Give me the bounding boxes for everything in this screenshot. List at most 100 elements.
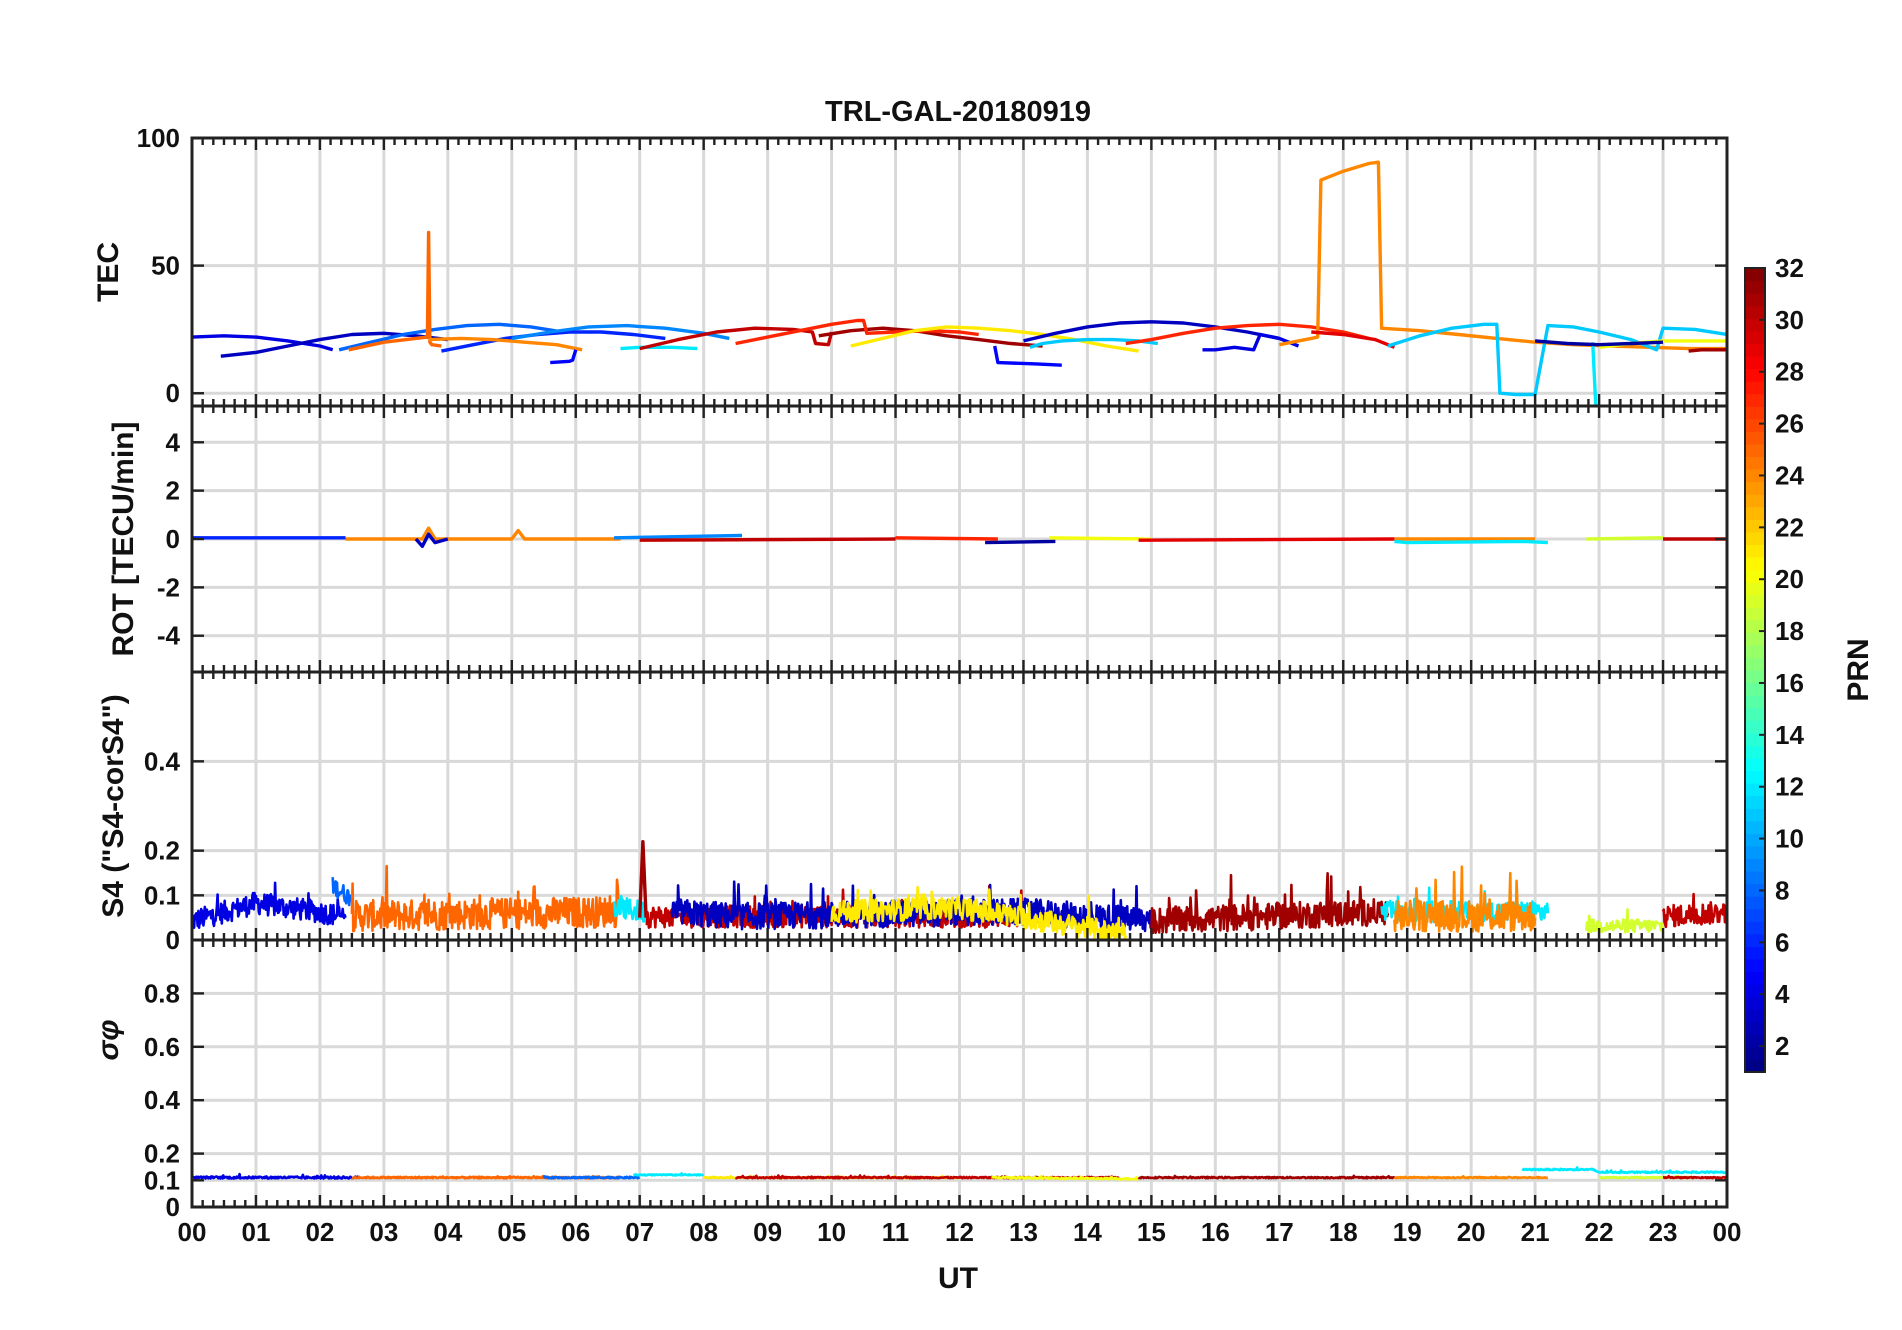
figure-title: TRL-GAL-20180919 (825, 96, 1091, 128)
y-tick-label: 0.2 (144, 1139, 180, 1169)
colorbar-tick-label: 2 (1775, 1031, 1789, 1061)
x-tick-label: 08 (689, 1217, 718, 1247)
colorbar-swatch (1745, 670, 1765, 684)
x-tick-label: 12 (945, 1217, 974, 1247)
y-tick-label: 0.6 (144, 1032, 180, 1062)
series-line-prn-31 (638, 840, 648, 918)
colorbar-swatch (1745, 933, 1765, 947)
colorbar-swatch (1745, 330, 1765, 344)
colorbar-swatch (1745, 833, 1765, 847)
y-tick-label: -4 (157, 621, 181, 651)
series-line-prn-20 (1048, 536, 1152, 541)
series-line-prn-24 (1393, 865, 1537, 933)
x-tick-label: 14 (1073, 1217, 1102, 1247)
x-tick-label: 21 (1521, 1217, 1550, 1247)
series-line-prn-3 (220, 331, 449, 358)
colorbar-swatch (1745, 582, 1765, 596)
y-tick-label: 4 (166, 427, 181, 457)
colorbar-swatch (1745, 443, 1765, 458)
colorbar-swatch (1745, 883, 1765, 897)
colorbar-swatch (1745, 695, 1765, 709)
y-tick-label: -2 (157, 572, 180, 602)
colorbar-swatch (1745, 1034, 1765, 1048)
y-tick-label: 2 (166, 476, 180, 506)
colorbar-swatch (1745, 1021, 1765, 1035)
x-tick-label: 05 (497, 1217, 526, 1247)
colorbar-swatch (1745, 1059, 1765, 1073)
y-tick-label: 0.4 (144, 1085, 181, 1115)
series-line-prn-4 (1202, 332, 1300, 352)
colorbar-label: PRN (1842, 638, 1875, 701)
series-line-prn-4 (192, 1172, 360, 1180)
colorbar-tick-label: 22 (1775, 512, 1804, 542)
colorbar-swatch (1745, 343, 1765, 357)
series-line-prn-2 (985, 539, 1056, 545)
series-line-prn-25 (350, 864, 622, 933)
colorbar-tick-label: 32 (1775, 253, 1804, 283)
colorbar-tick-label: 30 (1775, 305, 1804, 335)
colorbar-swatch (1745, 657, 1765, 671)
colorbar-swatch (1745, 996, 1765, 1010)
series-line-prn-30 (639, 326, 834, 351)
colorbar-tick-label: 12 (1775, 772, 1804, 802)
series-line-prn-31 (1137, 1174, 1396, 1180)
y-axis-label-s4: S4 ("S4-corS4") (97, 694, 130, 918)
panel-rot: -4 -2 0 2 4 ROT [TECU/min] (107, 404, 1729, 674)
colorbar-swatch (1745, 946, 1765, 960)
x-tick-label: 18 (1329, 1217, 1358, 1247)
series-line-prn-24 (428, 336, 583, 352)
x-tick-label: 22 (1585, 1217, 1614, 1247)
colorbar-swatch (1745, 808, 1765, 822)
series-line-prn-4 (192, 334, 334, 352)
x-tick-label: 04 (433, 1217, 462, 1247)
y-tick-label: 0.8 (144, 978, 180, 1008)
series-line-prn-3 (1023, 320, 1280, 343)
colorbar-swatch (1745, 519, 1765, 533)
colorbar-swatch (1745, 757, 1765, 772)
colorbar-swatch (1745, 506, 1765, 520)
x-tick-label: 00 (178, 1217, 207, 1247)
colorbar-tick-label: 4 (1775, 979, 1790, 1009)
colorbar-swatch (1745, 318, 1765, 332)
x-tick-label: 00 (1713, 1217, 1742, 1247)
series-line-prn-27 (735, 318, 979, 346)
colorbar-swatch (1745, 531, 1765, 545)
colorbar-swatch (1745, 619, 1765, 633)
colorbar-swatch (1745, 921, 1765, 935)
colorbar-swatch (1745, 820, 1765, 834)
colorbar-tick-label: 8 (1775, 875, 1789, 905)
y-tick-label: 0 (166, 925, 180, 955)
x-axis-label: UT (938, 1262, 978, 1295)
series-line-prn-30 (1662, 1174, 1727, 1180)
panel-tec: 0 50 100 TEC (92, 123, 1729, 408)
colorbar-tick-label: 14 (1775, 720, 1804, 750)
x-tick-label: 09 (753, 1217, 782, 1247)
colorbar-swatch (1745, 682, 1765, 696)
series-line-prn-24 (345, 526, 621, 541)
colorbar-swatch (1745, 431, 1765, 445)
colorbar-swatch (1745, 293, 1765, 307)
series-line-prn-11 (1387, 322, 1727, 397)
series-line-prn-24 (1278, 160, 1727, 351)
colorbar-tick-label: 18 (1775, 616, 1804, 646)
series-line-prn-2 (1534, 339, 1664, 347)
colorbar-swatch (1745, 745, 1765, 759)
colorbar-swatch (1745, 644, 1765, 659)
x-tick-label: 16 (1201, 1217, 1230, 1247)
colorbar-swatch (1745, 971, 1765, 985)
y-tick-label: 0.4 (144, 746, 181, 776)
colorbar-swatch (1745, 355, 1765, 370)
colorbar-swatch (1745, 871, 1765, 885)
series-line-prn-19 (1586, 536, 1664, 541)
colorbar-swatch (1745, 607, 1765, 621)
colorbar-tick-label: 26 (1775, 409, 1804, 439)
colorbar-tick-label: 6 (1775, 927, 1789, 957)
series-line-prn-12 (1521, 1166, 1727, 1175)
series-line-prn-5 (550, 349, 578, 365)
y-tick-label: 0 (166, 378, 180, 408)
series-line-prn-30 (639, 537, 896, 542)
series-line-prn-29 (1311, 330, 1396, 349)
series-line-prn-12 (1394, 539, 1548, 545)
y-tick-label: 0.1 (144, 880, 180, 910)
